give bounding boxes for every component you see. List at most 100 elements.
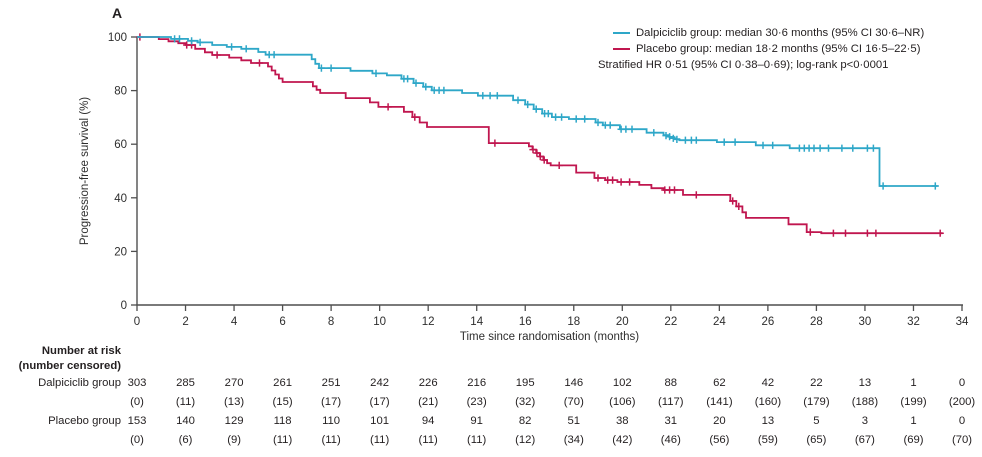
censor-mark [536,152,544,161]
censor-mark [606,121,614,129]
x-tick-label: 14 [470,316,483,328]
censor-mark [650,129,658,137]
censored-value: (56) [709,434,730,446]
x-tick-label: 4 [231,316,238,328]
at-risk-value: 146 [564,377,584,389]
at-risk-value: 1 [910,377,917,389]
at-risk-value: 20 [713,415,726,427]
at-risk-value: 153 [127,415,147,427]
at-risk-value: 261 [273,377,293,389]
censor-mark [491,139,499,147]
x-tick-label: 8 [328,316,334,328]
censor-mark [270,51,278,59]
censored-value: (200) [948,396,976,408]
x-tick-label: 0 [134,316,140,328]
censor-mark [669,134,677,142]
x-tick-label: 18 [567,316,580,328]
stratified-hr-note: Stratified HR 0·51 (95% CI 0·38–0·69); l… [598,59,889,71]
risk-row-label-dalpiciclib: Dalpiciclib group [38,377,121,389]
censor-mark [692,191,700,199]
x-tick-label: 2 [182,316,188,328]
y-tick-label: 40 [114,193,127,205]
censor-mark [806,228,814,236]
censor-mark [936,229,944,237]
at-risk-value: 101 [370,415,390,427]
y-axis-label: Progression-free survival (%) [79,96,91,246]
censor-mark [529,146,537,154]
censored-value: (9) [227,434,241,446]
censor-mark [869,144,877,152]
y-tick-label: 0 [121,300,127,312]
censored-value: (42) [612,434,633,446]
censor-mark [479,92,487,100]
censor-mark [555,161,563,169]
at-risk-value: 51 [567,415,581,427]
censored-value: (46) [660,434,681,446]
censored-value: (0) [130,396,144,408]
x-tick-label: 20 [616,316,629,328]
at-risk-value: 94 [421,415,435,427]
censor-mark [581,115,589,123]
censor-mark [422,83,430,91]
survival-curve-placebo [137,36,943,235]
censor-mark [670,186,679,194]
at-risk-value: 216 [467,377,487,389]
x-tick-label: 32 [907,316,920,328]
at-risk-value: 251 [321,377,341,389]
censored-value: (106) [609,396,636,408]
risk-row-label-placebo: Placebo group [48,415,121,427]
at-risk-value: 140 [176,415,195,427]
censor-mark [242,45,250,53]
censored-value: (70) [951,434,973,446]
censor-mark [692,136,700,144]
censor-mark [731,138,739,146]
panel-label: A [112,5,123,21]
at-risk-value: 38 [616,415,629,427]
censored-value: (11) [272,434,293,446]
at-risk-value: 303 [127,377,147,389]
censor-mark [493,92,501,100]
censored-value: (70) [563,396,584,408]
censor-mark [188,37,196,45]
at-risk-value: 270 [224,377,244,389]
censored-value: (11) [418,434,438,446]
x-axis-label: Time since randomisation (months) [459,331,640,343]
censor-mark [720,138,728,146]
censored-value: (21) [418,396,439,408]
at-risk-value: 0 [958,415,966,427]
censor-mark [666,133,674,141]
legend-item-dalpiciclib: Dalpiciclib group: median 30·6 months (9… [598,25,924,41]
at-risk-value: 102 [612,377,632,389]
at-risk-value: 242 [370,377,390,389]
censored-value: (12) [515,434,536,446]
at-risk-value: 3 [861,415,869,427]
legend-label-dalpiciclib: Dalpiciclib group: median 30·6 months (9… [636,27,925,39]
censor-mark [673,135,681,143]
censored-value: (11) [467,434,487,446]
censored-value: (17) [321,396,342,408]
y-tick-label: 100 [108,32,127,44]
censor-mark [317,64,325,72]
censored-value: (23) [466,396,487,408]
legend-label-placebo: Placebo group: median 18·2 months (95% C… [636,43,921,55]
censored-value: (67) [854,434,875,446]
censored-value: (13) [224,396,245,408]
at-risk-value: 42 [761,377,775,389]
censor-mark [228,43,236,51]
censored-value: (199) [900,396,927,408]
censor-mark [175,35,184,43]
censor-mark [769,141,777,149]
censor-mark [759,141,767,149]
at-risk-value: 91 [470,415,483,427]
censored-value: (141) [706,396,733,408]
y-tick-label: 80 [114,86,127,98]
at-risk-value: 82 [518,415,532,427]
censor-mark [729,197,737,205]
censored-value: (59) [757,434,778,446]
censor-mark [404,75,412,83]
censor-mark [544,110,552,118]
censor-mark [572,115,580,123]
censor-mark [829,229,837,237]
